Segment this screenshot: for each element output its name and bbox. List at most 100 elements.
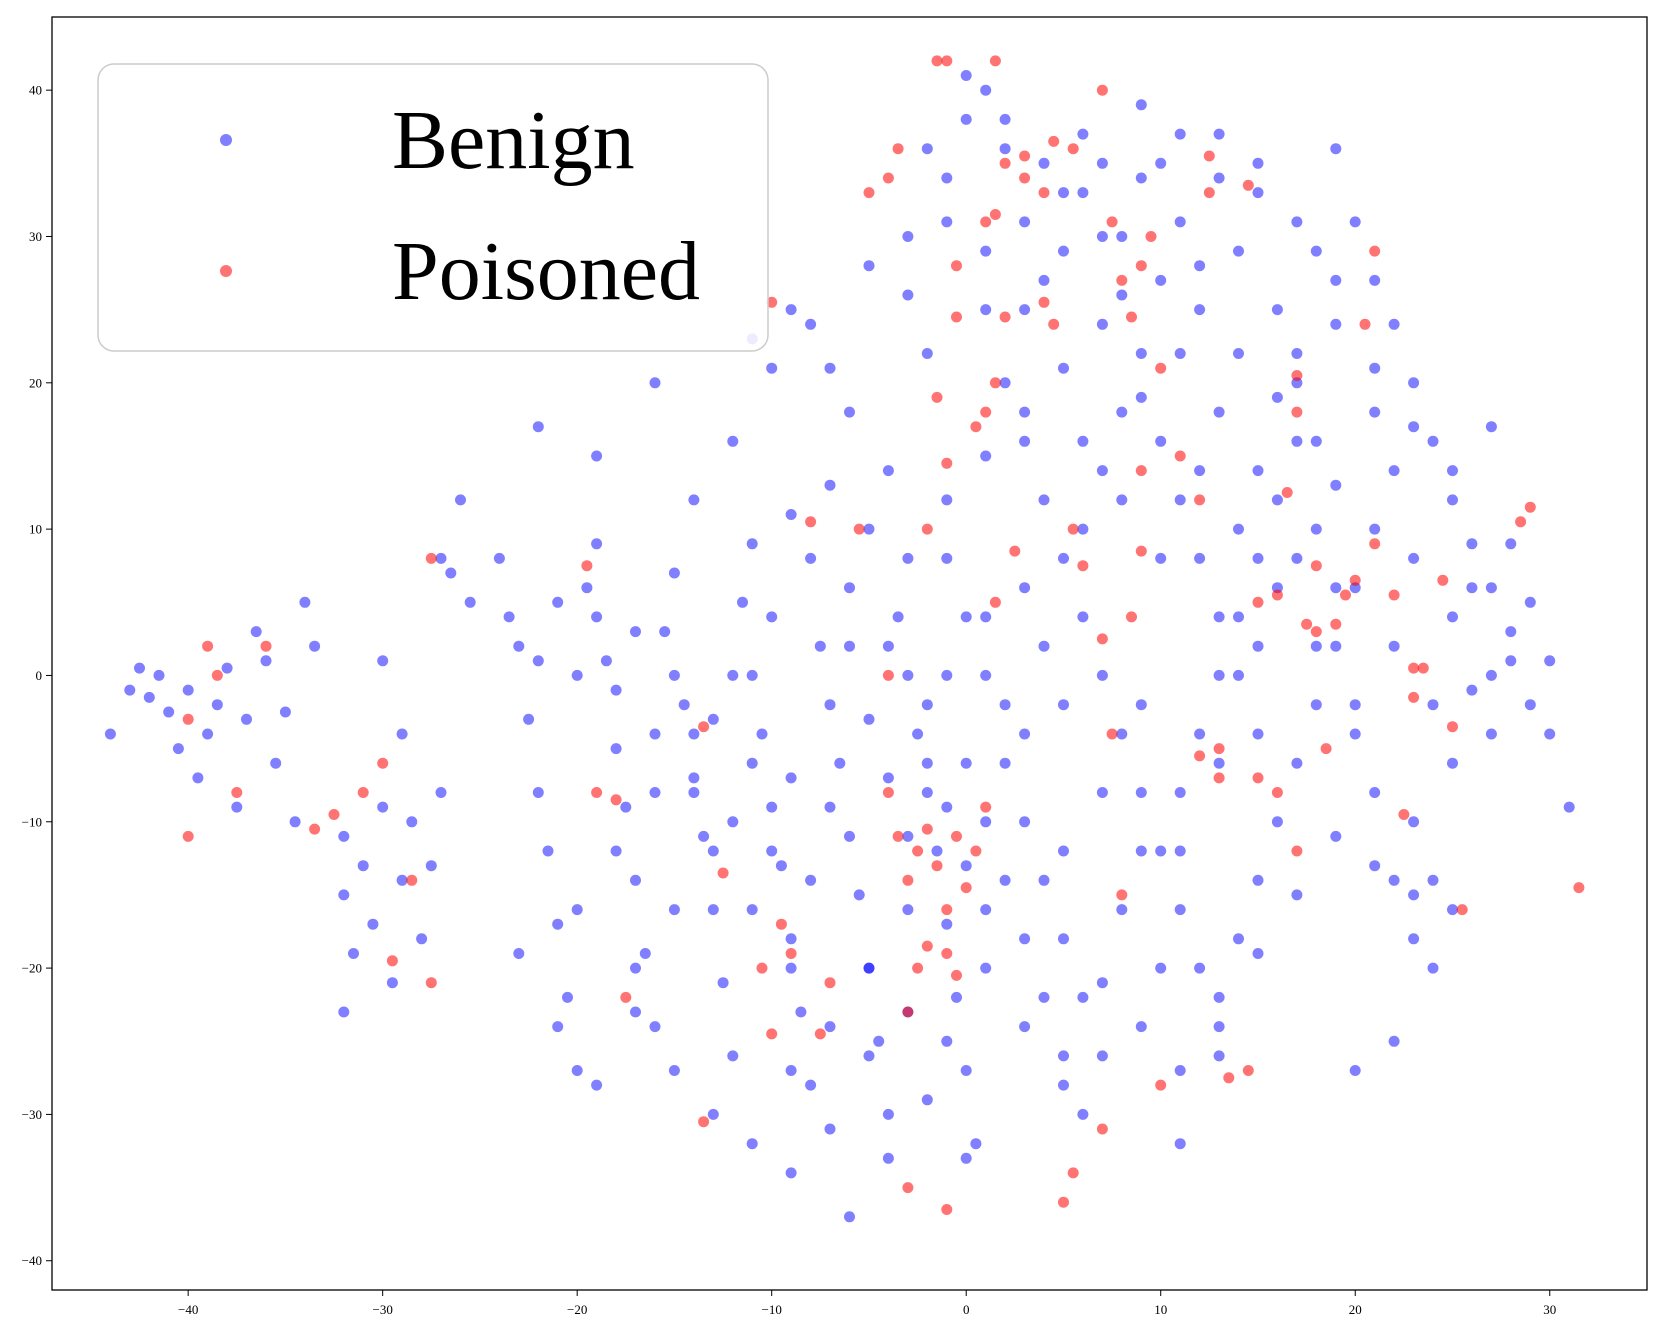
point-benign xyxy=(727,1050,739,1062)
point-benign xyxy=(805,552,817,564)
point-benign xyxy=(960,113,972,125)
point-benign xyxy=(1388,640,1400,652)
point-poisoned xyxy=(231,787,243,798)
point-benign xyxy=(1408,421,1420,433)
series-poisoned xyxy=(182,55,1585,1215)
point-poisoned xyxy=(1077,560,1089,572)
point-benign xyxy=(1524,596,1536,608)
point-benign xyxy=(1408,816,1420,828)
point-benign xyxy=(766,362,778,374)
point-poisoned xyxy=(1252,772,1264,784)
point-benign xyxy=(814,640,826,652)
point-benign xyxy=(124,684,136,696)
point-poisoned xyxy=(980,801,992,813)
point-benign xyxy=(1233,611,1244,623)
point-benign xyxy=(882,772,894,784)
point-poisoned xyxy=(1359,318,1371,330)
point-poisoned xyxy=(970,845,982,857)
point-benign xyxy=(1019,933,1031,945)
point-poisoned xyxy=(1515,516,1527,528)
point-benign xyxy=(1038,991,1050,1003)
point-benign xyxy=(1174,216,1186,228)
point-benign xyxy=(941,172,953,184)
point-benign xyxy=(1058,362,1069,374)
point-benign xyxy=(931,845,943,857)
point-benign xyxy=(698,830,710,842)
point-benign xyxy=(1388,874,1400,886)
point-benign xyxy=(250,626,262,638)
point-benign xyxy=(1019,435,1031,447)
point-poisoned xyxy=(309,823,321,835)
point-poisoned xyxy=(182,830,194,842)
point-benign xyxy=(1485,421,1497,433)
point-benign xyxy=(1135,172,1147,184)
point-benign xyxy=(668,1065,680,1076)
point-benign xyxy=(941,1035,953,1047)
point-poisoned xyxy=(941,948,953,959)
point-benign xyxy=(746,904,758,916)
point-benign xyxy=(941,918,953,930)
point-benign xyxy=(1019,406,1031,418)
point-benign xyxy=(824,362,836,374)
point-poisoned xyxy=(902,874,914,886)
point-benign xyxy=(1194,552,1206,564)
point-benign xyxy=(980,669,992,681)
point-benign xyxy=(1466,538,1478,550)
point-poisoned xyxy=(425,552,437,564)
point-benign xyxy=(1310,245,1322,257)
point-benign xyxy=(260,655,272,667)
point-poisoned xyxy=(386,955,398,967)
point-benign xyxy=(1135,787,1147,798)
y-tick-label: −20 xyxy=(22,961,42,976)
point-benign xyxy=(367,918,379,930)
point-poisoned xyxy=(1417,662,1429,674)
point-benign xyxy=(1096,157,1108,169)
point-benign xyxy=(153,669,165,681)
point-benign xyxy=(1291,216,1303,228)
point-poisoned xyxy=(1573,882,1585,894)
x-tick-label: −40 xyxy=(178,1302,198,1317)
point-benign xyxy=(960,1065,972,1076)
point-benign xyxy=(1310,640,1322,652)
point-benign xyxy=(921,757,933,769)
y-tick-label: −30 xyxy=(22,1107,42,1122)
point-benign xyxy=(649,728,661,740)
point-poisoned xyxy=(941,55,953,67)
point-benign xyxy=(960,70,972,81)
point-poisoned xyxy=(1291,406,1303,418)
point-benign xyxy=(980,962,992,974)
point-benign xyxy=(1019,728,1031,740)
legend-label-benign: Benign xyxy=(392,94,635,187)
point-poisoned xyxy=(698,1116,710,1128)
point-poisoned xyxy=(785,948,797,959)
point-benign xyxy=(902,231,914,242)
legend-marker-poisoned xyxy=(220,265,232,277)
point-benign xyxy=(1252,874,1264,886)
point-benign xyxy=(1330,830,1342,842)
point-poisoned xyxy=(951,830,962,842)
point-benign xyxy=(980,611,992,623)
point-poisoned xyxy=(1135,545,1147,557)
point-benign xyxy=(863,523,875,535)
point-poisoned xyxy=(941,904,953,916)
point-benign xyxy=(1369,362,1381,374)
point-poisoned xyxy=(182,713,194,725)
point-benign xyxy=(639,948,651,959)
point-benign xyxy=(221,662,233,674)
point-benign xyxy=(1271,304,1283,316)
point-benign xyxy=(863,1050,875,1062)
point-benign xyxy=(1019,216,1031,228)
point-benign xyxy=(1388,465,1400,477)
point-benign xyxy=(1466,582,1478,594)
point-benign xyxy=(1058,845,1069,857)
point-benign xyxy=(941,552,953,564)
point-benign xyxy=(756,728,768,740)
point-benign xyxy=(591,450,603,462)
point-benign xyxy=(348,948,359,959)
point-benign xyxy=(1330,318,1342,330)
point-poisoned xyxy=(882,787,894,798)
point-benign xyxy=(406,816,418,828)
point-benign xyxy=(1213,1021,1225,1033)
point-benign xyxy=(1349,699,1361,711)
point-benign xyxy=(1077,128,1089,140)
